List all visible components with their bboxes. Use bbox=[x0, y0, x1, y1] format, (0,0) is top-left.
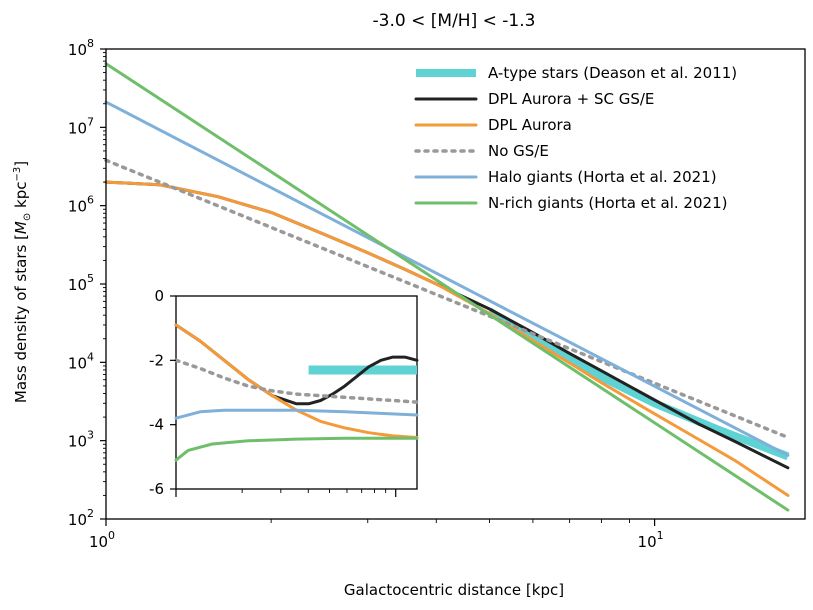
legend-label: A-type stars (Deason et al. 2011) bbox=[488, 64, 737, 82]
y-tick-label: 107 bbox=[68, 115, 94, 137]
x-tick-label: 100 bbox=[89, 529, 115, 551]
series-line-a-type-stars-deason-et-al-2011 bbox=[487, 307, 790, 461]
x-axis-ticks: 100 101 bbox=[89, 519, 664, 551]
y-tick-label: 108 bbox=[68, 37, 94, 59]
inset-series-line-halo-giants-horta-et-al-2021 bbox=[174, 408, 419, 420]
y-tick-label: 103 bbox=[68, 429, 94, 451]
y-axis-ticks: 102 103 104 105 106 107 108 bbox=[68, 37, 106, 529]
series-line-no-gs-e bbox=[104, 158, 790, 440]
inset-series-line-no-gs-e bbox=[174, 358, 419, 404]
y-tick-label: 104 bbox=[68, 350, 94, 372]
legend-label: N-rich giants (Horta et al. 2021) bbox=[488, 194, 727, 212]
plot-area-frame bbox=[105, 48, 806, 520]
legend-label: DPL Aurora bbox=[488, 116, 572, 134]
inset-axis-ticks: 0 -2 -4 -6 bbox=[149, 287, 397, 498]
x-axis-label: Galactocentric distance [kpc] bbox=[344, 581, 564, 599]
main-series-group bbox=[104, 62, 790, 512]
inset-y-tick-label: 0 bbox=[154, 287, 164, 305]
chart-title: -3.0 < [M/H] < -1.3 bbox=[373, 11, 536, 31]
inset-series-group bbox=[174, 323, 419, 462]
y-axis-label: Mass density of stars [M⊙ kpc−3] bbox=[12, 161, 33, 403]
x-tick-label: 101 bbox=[638, 529, 664, 551]
legend-label: No GS/E bbox=[488, 142, 549, 160]
inset-y-tick-label: -2 bbox=[149, 351, 164, 369]
legend: A-type stars (Deason et al. 2011) DPL Aur… bbox=[414, 64, 737, 212]
series-line-halo-giants-horta-et-al-2021 bbox=[104, 100, 790, 457]
legend-label: DPL Aurora + SC GS/E bbox=[488, 90, 654, 108]
y-tick-label: 105 bbox=[68, 272, 94, 294]
inset-y-tick-label: -4 bbox=[149, 416, 164, 434]
y-tick-label: 102 bbox=[68, 507, 94, 529]
inset-series-line-n-rich-giants-horta-et-al-2021 bbox=[174, 436, 419, 462]
series-line-n-rich-giants-horta-et-al-2021 bbox=[104, 62, 790, 512]
legend-label: Halo giants (Horta et al. 2021) bbox=[488, 168, 717, 186]
y-tick-label: 106 bbox=[68, 194, 94, 216]
inset-plot: 0 -2 -4 -6 bbox=[149, 287, 419, 498]
inset-y-tick-label: -6 bbox=[149, 480, 164, 498]
